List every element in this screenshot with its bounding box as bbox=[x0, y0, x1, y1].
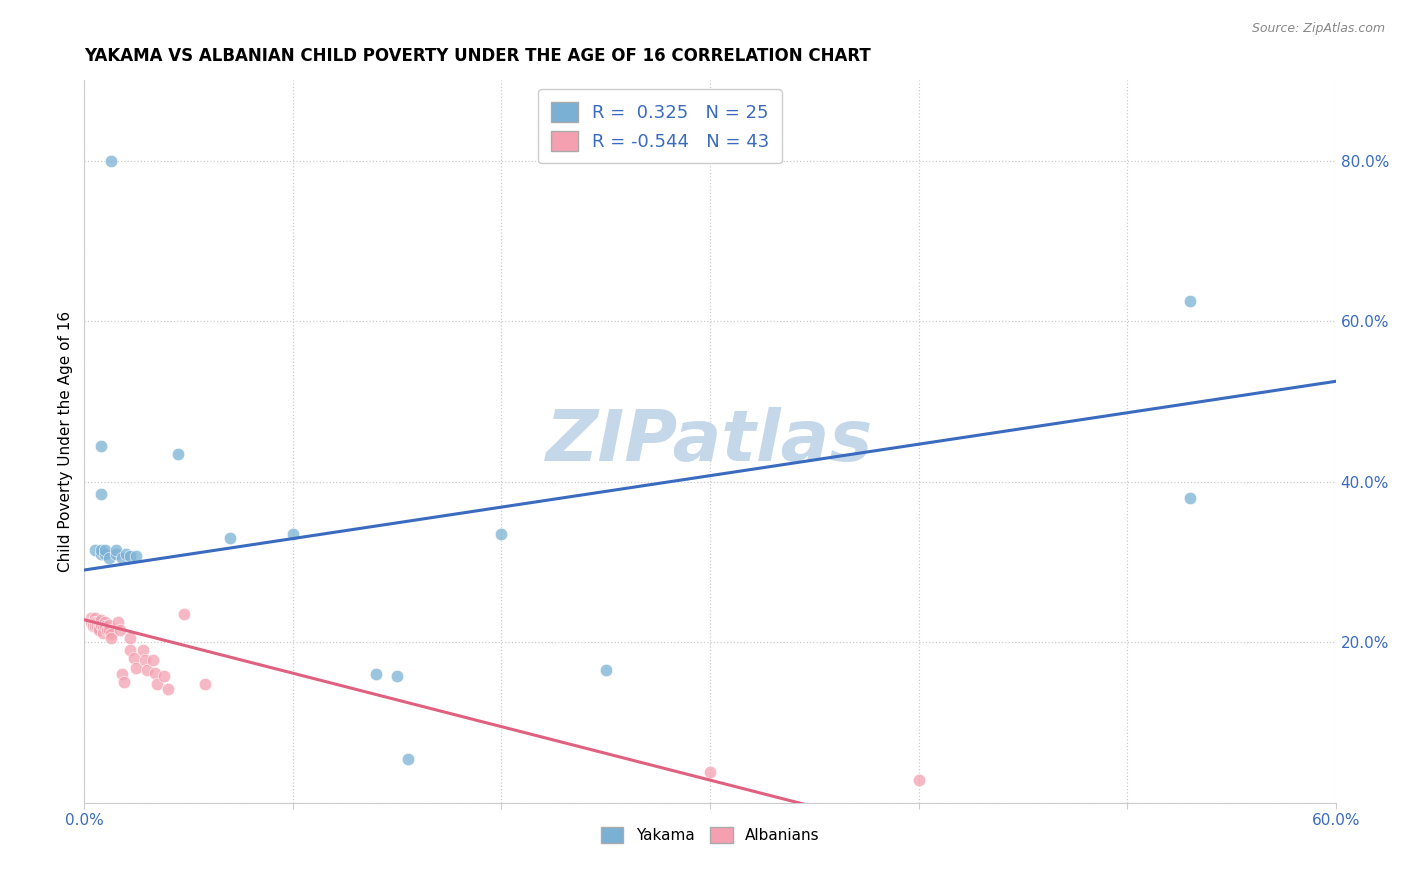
Point bbox=[124, 651, 146, 665]
Point bbox=[1178, 491, 1201, 505]
Point bbox=[100, 153, 122, 168]
Point bbox=[82, 619, 104, 633]
Point bbox=[87, 621, 110, 635]
Point bbox=[595, 664, 617, 678]
Text: YAKAMA VS ALBANIAN CHILD POVERTY UNDER THE AGE OF 16 CORRELATION CHART: YAKAMA VS ALBANIAN CHILD POVERTY UNDER T… bbox=[84, 47, 872, 65]
Point bbox=[83, 615, 105, 630]
Point bbox=[90, 617, 112, 632]
Point bbox=[156, 681, 179, 696]
Point bbox=[125, 549, 148, 563]
Point bbox=[142, 653, 165, 667]
Y-axis label: Child Poverty Under the Age of 16: Child Poverty Under the Age of 16 bbox=[58, 311, 73, 572]
Point bbox=[136, 664, 159, 678]
Point bbox=[219, 531, 242, 545]
Point bbox=[87, 623, 110, 637]
Point bbox=[98, 617, 121, 632]
Point bbox=[143, 665, 166, 680]
Point bbox=[87, 615, 110, 630]
Text: ZIPatlas: ZIPatlas bbox=[547, 407, 873, 476]
Point bbox=[385, 669, 409, 683]
Point bbox=[396, 751, 419, 765]
Point bbox=[134, 653, 156, 667]
Point bbox=[90, 486, 112, 500]
Point bbox=[108, 623, 131, 637]
Point bbox=[100, 627, 122, 641]
Point bbox=[125, 661, 148, 675]
Point bbox=[366, 667, 388, 681]
Point bbox=[98, 550, 121, 566]
Point bbox=[94, 619, 117, 633]
Point bbox=[491, 526, 513, 541]
Point bbox=[94, 547, 117, 561]
Point bbox=[146, 677, 169, 691]
Point bbox=[90, 547, 112, 561]
Point bbox=[83, 619, 105, 633]
Point bbox=[699, 765, 721, 780]
Point bbox=[112, 675, 135, 690]
Point bbox=[83, 611, 105, 625]
Point bbox=[91, 625, 114, 640]
Point bbox=[120, 643, 142, 657]
Point bbox=[82, 615, 104, 630]
Point bbox=[104, 547, 127, 561]
Point bbox=[86, 619, 108, 633]
Point bbox=[91, 621, 114, 635]
Point bbox=[132, 643, 155, 657]
Point bbox=[120, 632, 142, 646]
Point bbox=[100, 632, 122, 646]
Legend: Yakama, Albanians: Yakama, Albanians bbox=[595, 822, 825, 849]
Point bbox=[79, 615, 101, 630]
Point bbox=[1178, 293, 1201, 308]
Point bbox=[107, 615, 129, 630]
Point bbox=[194, 677, 217, 691]
Point bbox=[111, 550, 134, 566]
Text: Source: ZipAtlas.com: Source: ZipAtlas.com bbox=[1251, 22, 1385, 36]
Point bbox=[90, 438, 112, 452]
Point bbox=[79, 611, 101, 625]
Point bbox=[907, 773, 929, 788]
Point bbox=[94, 615, 117, 630]
Point bbox=[90, 613, 112, 627]
Point bbox=[281, 526, 304, 541]
Point bbox=[98, 623, 121, 637]
Point bbox=[96, 623, 118, 637]
Point bbox=[86, 615, 108, 630]
Point bbox=[94, 542, 117, 557]
Point bbox=[104, 542, 127, 557]
Point bbox=[152, 669, 174, 683]
Point bbox=[167, 446, 190, 460]
Point bbox=[115, 547, 138, 561]
Point bbox=[120, 549, 142, 563]
Point bbox=[83, 542, 105, 557]
Point bbox=[90, 542, 112, 557]
Point bbox=[111, 667, 134, 681]
Point bbox=[173, 607, 195, 621]
